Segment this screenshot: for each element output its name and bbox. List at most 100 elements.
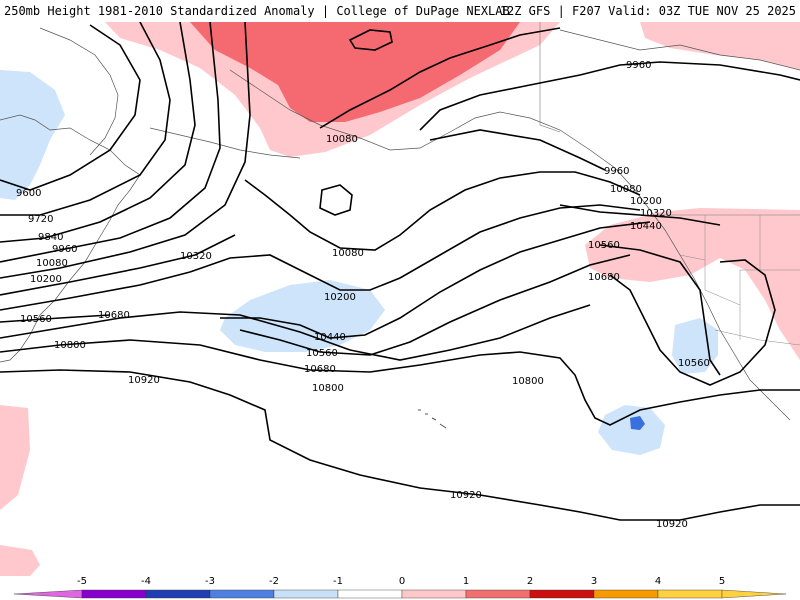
contour-label: 10680 xyxy=(588,272,620,283)
contour-9960-bc xyxy=(429,129,606,171)
mexico-border xyxy=(714,329,800,346)
colorbar: -5 -4 -3 -2 -1 0 1 2 3 4 5 xyxy=(13,576,787,599)
colorbar-tick-label: -2 xyxy=(269,576,279,587)
colorbar-tick-label: 2 xyxy=(527,576,533,587)
contour-label: 10080 xyxy=(332,248,364,259)
anomaly-negative-light-asia xyxy=(0,70,65,200)
contour-low-center xyxy=(319,184,353,216)
colorbar-segment xyxy=(657,589,723,599)
state-borders xyxy=(679,215,800,340)
contour-label: 10440 xyxy=(630,221,662,232)
colorbar-segment xyxy=(273,589,339,599)
contour-9960-west xyxy=(0,21,221,263)
contour-label: 9960 xyxy=(52,244,77,255)
contour-10680-east xyxy=(609,259,776,386)
contour-label: 10920 xyxy=(128,375,160,386)
contour-10920-south xyxy=(0,369,800,521)
colorbar-ticks: -5 -4 -3 -2 -1 0 1 2 3 4 5 xyxy=(77,576,725,587)
contour-9720 xyxy=(0,21,171,216)
contour-label: 10560 xyxy=(588,240,620,251)
contour-9840 xyxy=(0,21,196,243)
contour-10080-alaska xyxy=(319,27,561,129)
colorbar-tick-label: 3 xyxy=(591,576,597,587)
contour-label: 10800 xyxy=(312,383,344,394)
anomaly-negative-strong-east-pacific xyxy=(630,416,645,430)
anomaly-negative-light-central-pacific xyxy=(220,280,385,352)
contour-label: 10200 xyxy=(30,274,62,285)
header-right-title: 12Z GFS | F207 Valid: 03Z TUE NOV 25 202… xyxy=(499,4,796,18)
anomaly-positive-light-canada-ne xyxy=(640,22,800,70)
colorbar-tick-label: -3 xyxy=(205,576,215,587)
contour-label: 10560 xyxy=(20,314,52,325)
colorbar-segment xyxy=(81,589,147,599)
contour-10200-trough xyxy=(189,204,641,291)
contour-10080-trough xyxy=(244,171,641,251)
contour-10440 xyxy=(220,221,651,339)
contour-label: 10440 xyxy=(314,332,346,343)
anomaly-positive-light-sw-corner xyxy=(0,405,30,510)
header-bar: 250mb Height 1981-2010 Standardized Anom… xyxy=(0,0,800,22)
anomaly-positive-light-west-us xyxy=(585,208,800,360)
contour-label: 10560 xyxy=(306,348,338,359)
contour-label: 10920 xyxy=(450,490,482,501)
colorbar-tick-label: -4 xyxy=(141,576,151,587)
contour-10680-west xyxy=(0,311,351,351)
contour-label: 9840 xyxy=(38,232,63,243)
contour-10560-west xyxy=(0,314,111,323)
contour-label: 9960 xyxy=(626,60,651,71)
contour-label: 10800 xyxy=(54,340,86,351)
coastlines xyxy=(0,22,800,429)
contour-10560-central xyxy=(239,254,631,356)
asia-coastline xyxy=(0,114,141,363)
contour-10800-west xyxy=(0,339,800,426)
anomaly-negative-light-east-pacific xyxy=(598,405,665,455)
colorbar-segment xyxy=(209,589,275,599)
colorbar-segment xyxy=(529,589,595,599)
colorbar-segment xyxy=(337,589,403,599)
colorbar-tick-label: -5 xyxy=(77,576,87,587)
colorbar-segment xyxy=(721,589,787,599)
contour-10080-west xyxy=(0,21,251,279)
hawaii xyxy=(418,409,447,429)
colorbar-tick-label: 0 xyxy=(399,576,405,587)
colorbar-tick-label: -1 xyxy=(333,576,343,587)
contour-labels: 9960 10080 9600 9720 9840 9960 10080 102… xyxy=(16,60,710,530)
alaska-coastline xyxy=(229,69,791,421)
contour-label: 10080 xyxy=(326,134,358,145)
contour-label: 10920 xyxy=(656,519,688,530)
contour-label: 10320 xyxy=(180,251,212,262)
contour-label: 10800 xyxy=(512,376,544,387)
contour-label: 9600 xyxy=(16,188,41,199)
kamchatka-coastline xyxy=(39,27,119,156)
contour-label: 10080 xyxy=(610,184,642,195)
colorbar-segment xyxy=(401,589,467,599)
contour-10320-west xyxy=(0,271,191,311)
contour-alaska-high xyxy=(348,29,393,51)
height-contours xyxy=(0,21,800,521)
contour-label: 10200 xyxy=(324,292,356,303)
colorbar-segment xyxy=(593,589,659,599)
us-canada-border xyxy=(539,22,561,133)
contour-10320-east xyxy=(559,204,721,226)
contour-10680-central xyxy=(349,304,591,361)
contour-label: 9960 xyxy=(604,166,629,177)
colorbar-segment xyxy=(145,589,211,599)
colorbar-tick-label: 1 xyxy=(463,576,469,587)
header-left-title: 250mb Height 1981-2010 Standardized Anom… xyxy=(4,4,510,18)
contour-label: 10560 xyxy=(678,358,710,369)
aleutian-islands xyxy=(149,127,301,159)
contour-label: 10320 xyxy=(640,208,672,219)
canada-coast-north xyxy=(559,29,800,71)
contour-label: 10680 xyxy=(98,310,130,321)
anomaly-positive-light-bottom-left xyxy=(0,545,40,576)
contour-label: 10080 xyxy=(36,258,68,269)
colorbar-segment xyxy=(465,589,531,599)
contour-10560-east xyxy=(599,244,721,376)
contour-label: 10200 xyxy=(630,196,662,207)
contour-label: 9720 xyxy=(28,214,53,225)
colorbar-tick-label: 5 xyxy=(719,576,725,587)
contour-10200-west xyxy=(0,234,236,296)
colorbar-bar xyxy=(13,589,787,599)
